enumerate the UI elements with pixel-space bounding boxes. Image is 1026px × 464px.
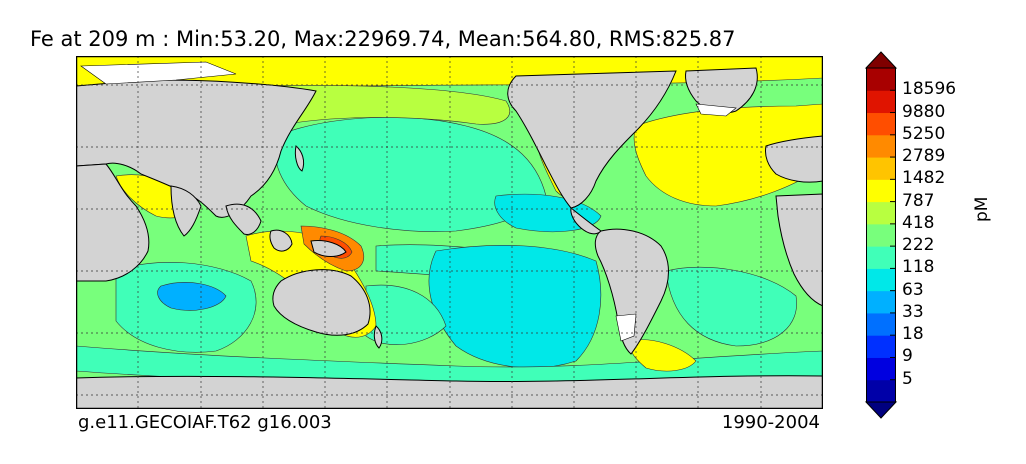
colorbar-tick-label: 63 xyxy=(902,279,924,300)
colorbar-tick-label: 1482 xyxy=(902,168,946,189)
colorbar-segment xyxy=(866,379,896,403)
land-africa xyxy=(76,163,150,282)
colorbar-tick-label: 222 xyxy=(902,235,935,256)
land-australia xyxy=(272,269,371,336)
land-borneo xyxy=(269,229,293,252)
colorbar-tick-label: 5 xyxy=(902,368,913,389)
colorbar-segment xyxy=(866,290,896,314)
land-se-asia xyxy=(225,203,262,235)
case-name-label: g.e11.GECOIAF.T62 g16.003 xyxy=(78,412,332,433)
colorbar-segment xyxy=(866,157,896,180)
colorbar-segment xyxy=(866,335,896,358)
colorbar-tick-label: 5250 xyxy=(902,123,946,144)
ice-mask xyxy=(80,61,737,342)
land-south-america xyxy=(594,228,669,355)
colorbar-tick-label: 33 xyxy=(902,301,924,322)
colorbar-segment xyxy=(866,268,896,292)
colorbar-tick-label: 118 xyxy=(902,257,935,278)
colorbar-frame xyxy=(866,67,896,403)
colorbar-segment xyxy=(866,68,896,91)
colorbar-tick-label: 787 xyxy=(902,190,935,211)
colorbar-segment xyxy=(866,357,896,381)
colorbar-segment xyxy=(866,179,896,203)
graticule xyxy=(76,56,823,409)
field-south-pacific-mid xyxy=(365,284,447,346)
colorbar-segment xyxy=(866,201,896,225)
land xyxy=(76,67,823,409)
period-label: 1990-2004 xyxy=(721,412,820,433)
colorbar-extend-min xyxy=(864,401,898,419)
colorbar-segment xyxy=(866,134,896,158)
land-north-america xyxy=(507,70,677,209)
colorbar-segment xyxy=(866,246,896,269)
land-eurasia xyxy=(76,79,317,218)
colorbar-segment xyxy=(866,223,896,247)
land-central-america xyxy=(570,207,602,235)
colorbar-extend-max xyxy=(864,51,898,69)
colorbar-tick-label: 9 xyxy=(902,346,913,367)
chart-title: Fe at 209 m : Min:53.20, Max:22969.74, M… xyxy=(30,27,736,51)
colorbar-unit-label: pM xyxy=(972,196,992,222)
land-japan xyxy=(294,145,305,172)
land-antarctica xyxy=(76,375,823,409)
land-new-zealand xyxy=(373,325,383,349)
colorbar-tick-label: 2789 xyxy=(902,146,946,167)
colorbar-segment xyxy=(866,112,896,136)
field-patagonia xyxy=(629,339,697,372)
field-south-atlantic xyxy=(665,266,797,347)
field-indian-ocean-core xyxy=(157,282,227,311)
land-europe-right xyxy=(765,135,823,183)
colorbar-tick-label: 9880 xyxy=(902,101,946,122)
land-east-africa-right xyxy=(775,193,823,307)
colorbar-svg xyxy=(864,51,898,419)
map-svg xyxy=(76,56,823,409)
land-india xyxy=(170,185,202,237)
map-frame xyxy=(76,56,823,409)
colorbar-segment xyxy=(866,90,896,114)
colorbar xyxy=(864,51,898,419)
colorbar-tick-label: 18 xyxy=(902,324,924,345)
colorbar-tick-label: 18596 xyxy=(902,79,957,100)
colorbar-segment xyxy=(866,312,896,336)
colorbar-tick-label: 418 xyxy=(902,212,935,233)
ocean-map xyxy=(76,56,823,409)
